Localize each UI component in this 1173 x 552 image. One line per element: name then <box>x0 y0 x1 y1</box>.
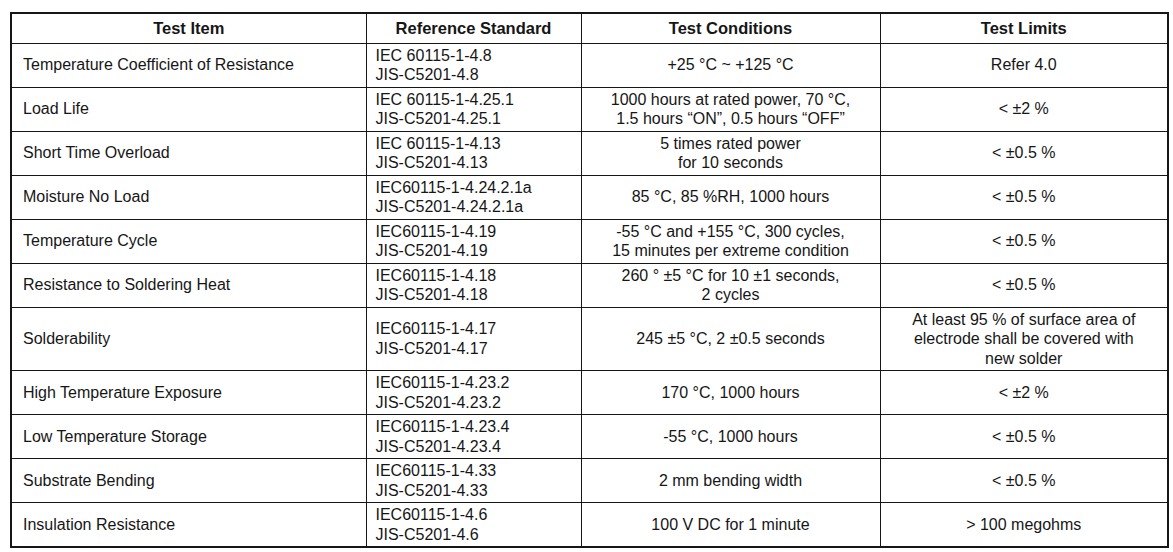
cell-test-item: Low Temperature Storage <box>11 415 366 459</box>
header-test-conditions: Test Conditions <box>581 13 880 43</box>
cell-reference-standard: IEC60115-1-4.6 JIS-C5201-4.6 <box>366 503 581 548</box>
cell-test-item: Substrate Bending <box>11 459 366 503</box>
table-row: High Temperature Exposure IEC60115-1-4.2… <box>11 371 1168 415</box>
cell-test-limits: < ±0.5 % <box>880 263 1168 307</box>
cell-reference-standard: IEC 60115-1-4.8 JIS-C5201-4.8 <box>366 43 581 87</box>
cell-reference-standard: IEC60115-1-4.24.2.1a JIS-C5201-4.24.2.1a <box>366 175 581 219</box>
table-row: Moisture No Load IEC60115-1-4.24.2.1a JI… <box>11 175 1168 219</box>
cell-test-conditions: 260 ° ±5 °C for 10 ±1 seconds, 2 cycles <box>581 263 880 307</box>
cell-test-limits: < ±2 % <box>880 87 1168 131</box>
cell-test-item: Solderability <box>11 307 366 371</box>
cell-test-limits: < ±0.5 % <box>880 415 1168 459</box>
cell-reference-standard: IEC60115-1-4.17 JIS-C5201-4.17 <box>366 307 581 371</box>
cell-test-limits: < ±2 % <box>880 371 1168 415</box>
cell-reference-standard: IEC 60115-1-4.13 JIS-C5201-4.13 <box>366 131 581 175</box>
cell-reference-standard: IEC60115-1-4.19 JIS-C5201-4.19 <box>366 219 581 263</box>
cell-test-item: Short Time Overload <box>11 131 366 175</box>
table-row: Temperature Cycle IEC60115-1-4.19 JIS-C5… <box>11 219 1168 263</box>
header-row: Test Item Reference Standard Test Condit… <box>11 13 1168 43</box>
table-row: Insulation Resistance IEC60115-1-4.6 JIS… <box>11 503 1168 548</box>
cell-reference-standard: IEC60115-1-4.23.2 JIS-C5201-4.23.2 <box>366 371 581 415</box>
cell-reference-standard: IEC60115-1-4.18 JIS-C5201-4.18 <box>366 263 581 307</box>
header-test-item: Test Item <box>11 13 366 43</box>
cell-test-item: Temperature Cycle <box>11 219 366 263</box>
cell-test-conditions: 170 °C, 1000 hours <box>581 371 880 415</box>
table-row: Substrate Bending IEC60115-1-4.33 JIS-C5… <box>11 459 1168 503</box>
table-row: Low Temperature Storage IEC60115-1-4.23.… <box>11 415 1168 459</box>
cell-test-conditions: 1000 hours at rated power, 70 °C, 1.5 ho… <box>581 87 880 131</box>
datasheet-page: Test Item Reference Standard Test Condit… <box>0 0 1173 552</box>
cell-reference-standard: IEC 60115-1-4.25.1 JIS-C5201-4.25.1 <box>366 87 581 131</box>
cell-test-limits: < ±0.5 % <box>880 459 1168 503</box>
reliability-test-table: Test Item Reference Standard Test Condit… <box>10 12 1169 548</box>
table-row: Temperature Coefficient of Resistance IE… <box>11 43 1168 87</box>
table-row: Short Time Overload IEC 60115-1-4.13 JIS… <box>11 131 1168 175</box>
cell-test-limits: < ±0.5 % <box>880 131 1168 175</box>
cell-test-conditions: 2 mm bending width <box>581 459 880 503</box>
cell-test-item: High Temperature Exposure <box>11 371 366 415</box>
cell-test-item: Moisture No Load <box>11 175 366 219</box>
table-row: Solderability IEC60115-1-4.17 JIS-C5201-… <box>11 307 1168 371</box>
cell-test-conditions: 245 ±5 °C, 2 ±0.5 seconds <box>581 307 880 371</box>
cell-reference-standard: IEC60115-1-4.33 JIS-C5201-4.33 <box>366 459 581 503</box>
cell-test-item: Insulation Resistance <box>11 503 366 548</box>
cell-test-item: Resistance to Soldering Heat <box>11 263 366 307</box>
cell-test-conditions: 100 V DC for 1 minute <box>581 503 880 548</box>
cell-test-conditions: +25 °C ~ +125 °C <box>581 43 880 87</box>
table-row: Resistance to Soldering Heat IEC60115-1-… <box>11 263 1168 307</box>
cell-test-limits: < ±0.5 % <box>880 175 1168 219</box>
header-reference-standard: Reference Standard <box>366 13 581 43</box>
cell-test-conditions: 85 °C, 85 %RH, 1000 hours <box>581 175 880 219</box>
cell-test-conditions: 5 times rated power for 10 seconds <box>581 131 880 175</box>
cell-test-item: Load Life <box>11 87 366 131</box>
header-test-limits: Test Limits <box>880 13 1168 43</box>
cell-reference-standard: IEC60115-1-4.23.4 JIS-C5201-4.23.4 <box>366 415 581 459</box>
cell-test-limits: < ±0.5 % <box>880 219 1168 263</box>
cell-test-limits: Refer 4.0 <box>880 43 1168 87</box>
cell-test-conditions: -55 °C, 1000 hours <box>581 415 880 459</box>
cell-test-limits: > 100 megohms <box>880 503 1168 548</box>
cell-test-conditions: -55 °C and +155 °C, 300 cycles, 15 minut… <box>581 219 880 263</box>
cell-test-item: Temperature Coefficient of Resistance <box>11 43 366 87</box>
table-row: Load Life IEC 60115-1-4.25.1 JIS-C5201-4… <box>11 87 1168 131</box>
cell-test-limits: At least 95 % of surface area of electro… <box>880 307 1168 371</box>
